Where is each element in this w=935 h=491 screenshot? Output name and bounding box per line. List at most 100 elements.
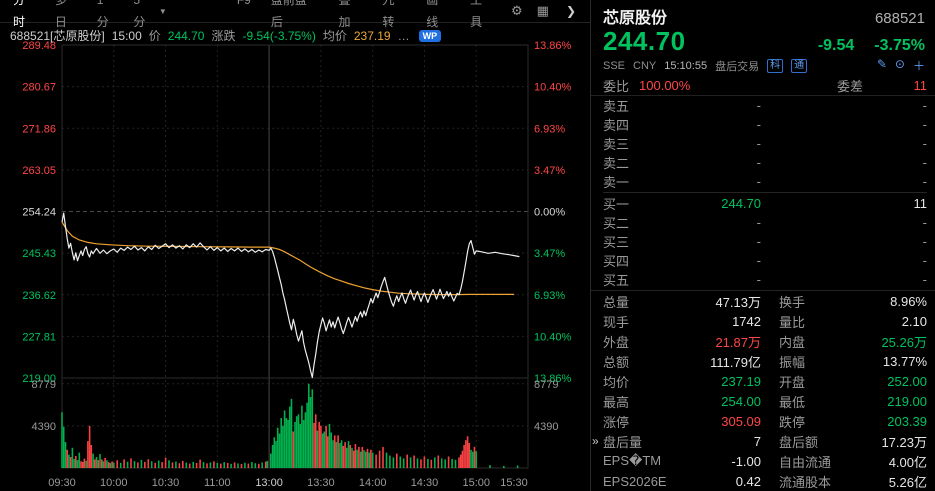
stats-row-4: 均价 237.19 开盘 252.00	[603, 371, 927, 391]
tab-multiday[interactable]: 多日	[54, 0, 67, 29]
book-level-volume: -	[922, 98, 927, 113]
stat-value: 21.87万	[715, 334, 761, 350]
stat-value: 17.23万	[881, 434, 927, 450]
stat-value: 47.13万	[715, 294, 761, 310]
chart-code-name: 688521[芯原股份]	[10, 29, 105, 43]
period-dropdown-icon[interactable]: ▼	[158, 6, 167, 16]
book-level-price: -	[756, 215, 761, 230]
time-axis-label-9: 15:30	[500, 477, 528, 489]
stat-label: 开盘	[779, 374, 806, 390]
book-level-price: -	[756, 272, 761, 287]
volume-bars	[61, 383, 519, 468]
toolbar-overlay[interactable]: 叠加	[338, 0, 351, 29]
collapse-panel-icon[interactable]: ❯	[565, 4, 576, 18]
stat-value: 2.10	[901, 313, 927, 329]
book-level-price: -	[756, 136, 761, 151]
price-line	[61, 212, 520, 379]
time-axis-label-2: 10:30	[152, 477, 180, 489]
chart-column: 分时 多日 1分 5分 ▼ F9 盘前盘后 叠加 九转 画线 工具 ⚙ ▦ ❯ 289.48 28…	[0, 0, 590, 491]
book-row-sell-4: 卖四 - -	[603, 115, 927, 134]
expand-chevron-icon[interactable]: »	[592, 434, 599, 448]
stat-value: 111.79亿	[710, 354, 761, 370]
stats-row-9: EPS2026E 0.42 流通股本 5.26亿	[603, 471, 927, 491]
toolbar-nine-turn[interactable]: 九转	[382, 0, 395, 29]
intraday-chart[interactable]: 289.48 280.67 271.86 263.05 254.24 245.43 236.…	[0, 23, 590, 491]
chart-avg-price: 237.19	[353, 28, 391, 43]
book-row-sell-3: 卖三 - -	[603, 134, 927, 153]
book-row-buy-5: 买五 - -	[603, 270, 927, 289]
stat-label: EPS2026E	[603, 473, 667, 489]
pct-axis-label-2: 6.93%	[534, 123, 565, 135]
toolbar-tools[interactable]: 工具	[470, 0, 483, 29]
tab-intraday[interactable]: 分时	[13, 0, 26, 29]
book-row-sell-2: 卖二 - -	[603, 153, 927, 172]
book-level-label: 卖五	[603, 99, 630, 114]
toolbar-pre-post-market[interactable]: 盘前盘后	[270, 0, 307, 29]
book-level-volume: 11	[913, 196, 928, 211]
price-change-pct: -3.75%	[874, 37, 925, 54]
book-level-volume: -	[922, 117, 927, 132]
alert-icon[interactable]: ⊙	[894, 57, 905, 71]
stats-grid: 总量 47.13万 换手 8.96% 现手 1742 量比 2.10 外盘 21.87万 内盘 25.…	[591, 290, 935, 491]
session-label: 盘后交易	[715, 60, 760, 73]
chart-toolbar: 分时 多日 1分 5分 ▼ F9 盘前盘后 叠加 九转 画线 工具 ⚙ ▦ ❯	[0, 0, 590, 29]
stat-label: 流通股本	[779, 474, 832, 490]
change-label: 涨跌	[211, 29, 236, 43]
book-level-volume: -	[922, 272, 927, 287]
book-level-label: 卖二	[603, 156, 630, 171]
vol-axis-label-right-1: 4390	[534, 421, 558, 433]
more-ellipsis[interactable]: …	[397, 28, 410, 43]
toolbar-f9[interactable]: F9	[236, 0, 251, 7]
currency-label: CNY	[633, 59, 657, 72]
weibi-label: 委比	[603, 79, 630, 94]
price-axis-label-8: 219.00	[22, 373, 56, 385]
book-level-label: 买二	[603, 216, 630, 231]
book-row-sell-5: 卖五 - -	[603, 96, 927, 115]
stat-label: 最低	[779, 394, 806, 410]
weicha-label: 委差	[836, 79, 863, 94]
last-price: 244.70	[603, 26, 686, 56]
vol-axis-label-right-0: 8779	[534, 379, 558, 391]
time-axis-label-6: 14:00	[359, 477, 387, 489]
stat-value: 252.00	[887, 373, 927, 389]
stat-label: 盘后额	[779, 434, 819, 450]
pct-axis-label-5: 3.47%	[534, 248, 565, 260]
stats-row-3: 总额 111.79亿 振幅 13.77%	[603, 351, 927, 371]
book-level-label: 买三	[603, 235, 630, 250]
book-level-volume: -	[922, 174, 927, 189]
price-row: 244.70 -9.54 -3.75%	[591, 26, 935, 56]
wp-badge-icon[interactable]: WP	[418, 29, 442, 42]
price-axis-label-4: 254.24	[22, 207, 56, 219]
stat-value: 13.77%	[882, 353, 927, 369]
price-axis-label-6: 236.62	[22, 290, 56, 302]
stat-label: 总量	[603, 294, 630, 310]
add-watchlist-icon[interactable]: ＋	[912, 59, 925, 73]
stat-label: 跌停	[779, 414, 806, 430]
weibi-row: 委比 100.00% 委差 11	[591, 76, 935, 96]
book-level-price: -	[756, 234, 761, 249]
edit-icon[interactable]: ✎	[876, 57, 887, 71]
book-level-price: 244.70	[721, 196, 761, 211]
tab-5min[interactable]: 5分	[133, 0, 146, 29]
time-axis-label-1: 10:00	[100, 477, 128, 489]
pct-axis-label-1: 10.40%	[534, 82, 572, 94]
avg-label: 均价	[322, 29, 347, 43]
book-level-label: 买四	[603, 254, 630, 269]
period-tabs: 分时 多日 1分 5分	[4, 0, 161, 33]
avg-price-line	[61, 221, 515, 296]
stat-label: 涨停	[603, 414, 630, 430]
tab-1min[interactable]: 1分	[96, 0, 109, 29]
time-axis-label-0: 09:30	[48, 477, 76, 489]
book-level-label: 买五	[603, 273, 630, 288]
pct-axis-label-8: 13.86%	[534, 373, 572, 385]
stats-row-6: 涨停 305.09 跌停 203.39	[603, 411, 927, 431]
gear-icon[interactable]: ⚙	[510, 3, 523, 18]
layout-icon[interactable]: ▦	[536, 3, 549, 18]
toolbar-draw-line[interactable]: 画线	[426, 0, 439, 29]
quote-meta-row: SSE CNY 15:10:55 盘后交易 科 通 ✎ ⊙ ＋	[591, 56, 935, 76]
pct-axis-label-3: 3.47%	[534, 165, 565, 177]
pct-axis-label-7: 10.40%	[534, 331, 572, 343]
stat-label: 外盘	[603, 334, 630, 350]
stat-value: 0.42	[735, 473, 761, 489]
stats-row-1: 现手 1742 量比 2.10	[603, 311, 927, 331]
